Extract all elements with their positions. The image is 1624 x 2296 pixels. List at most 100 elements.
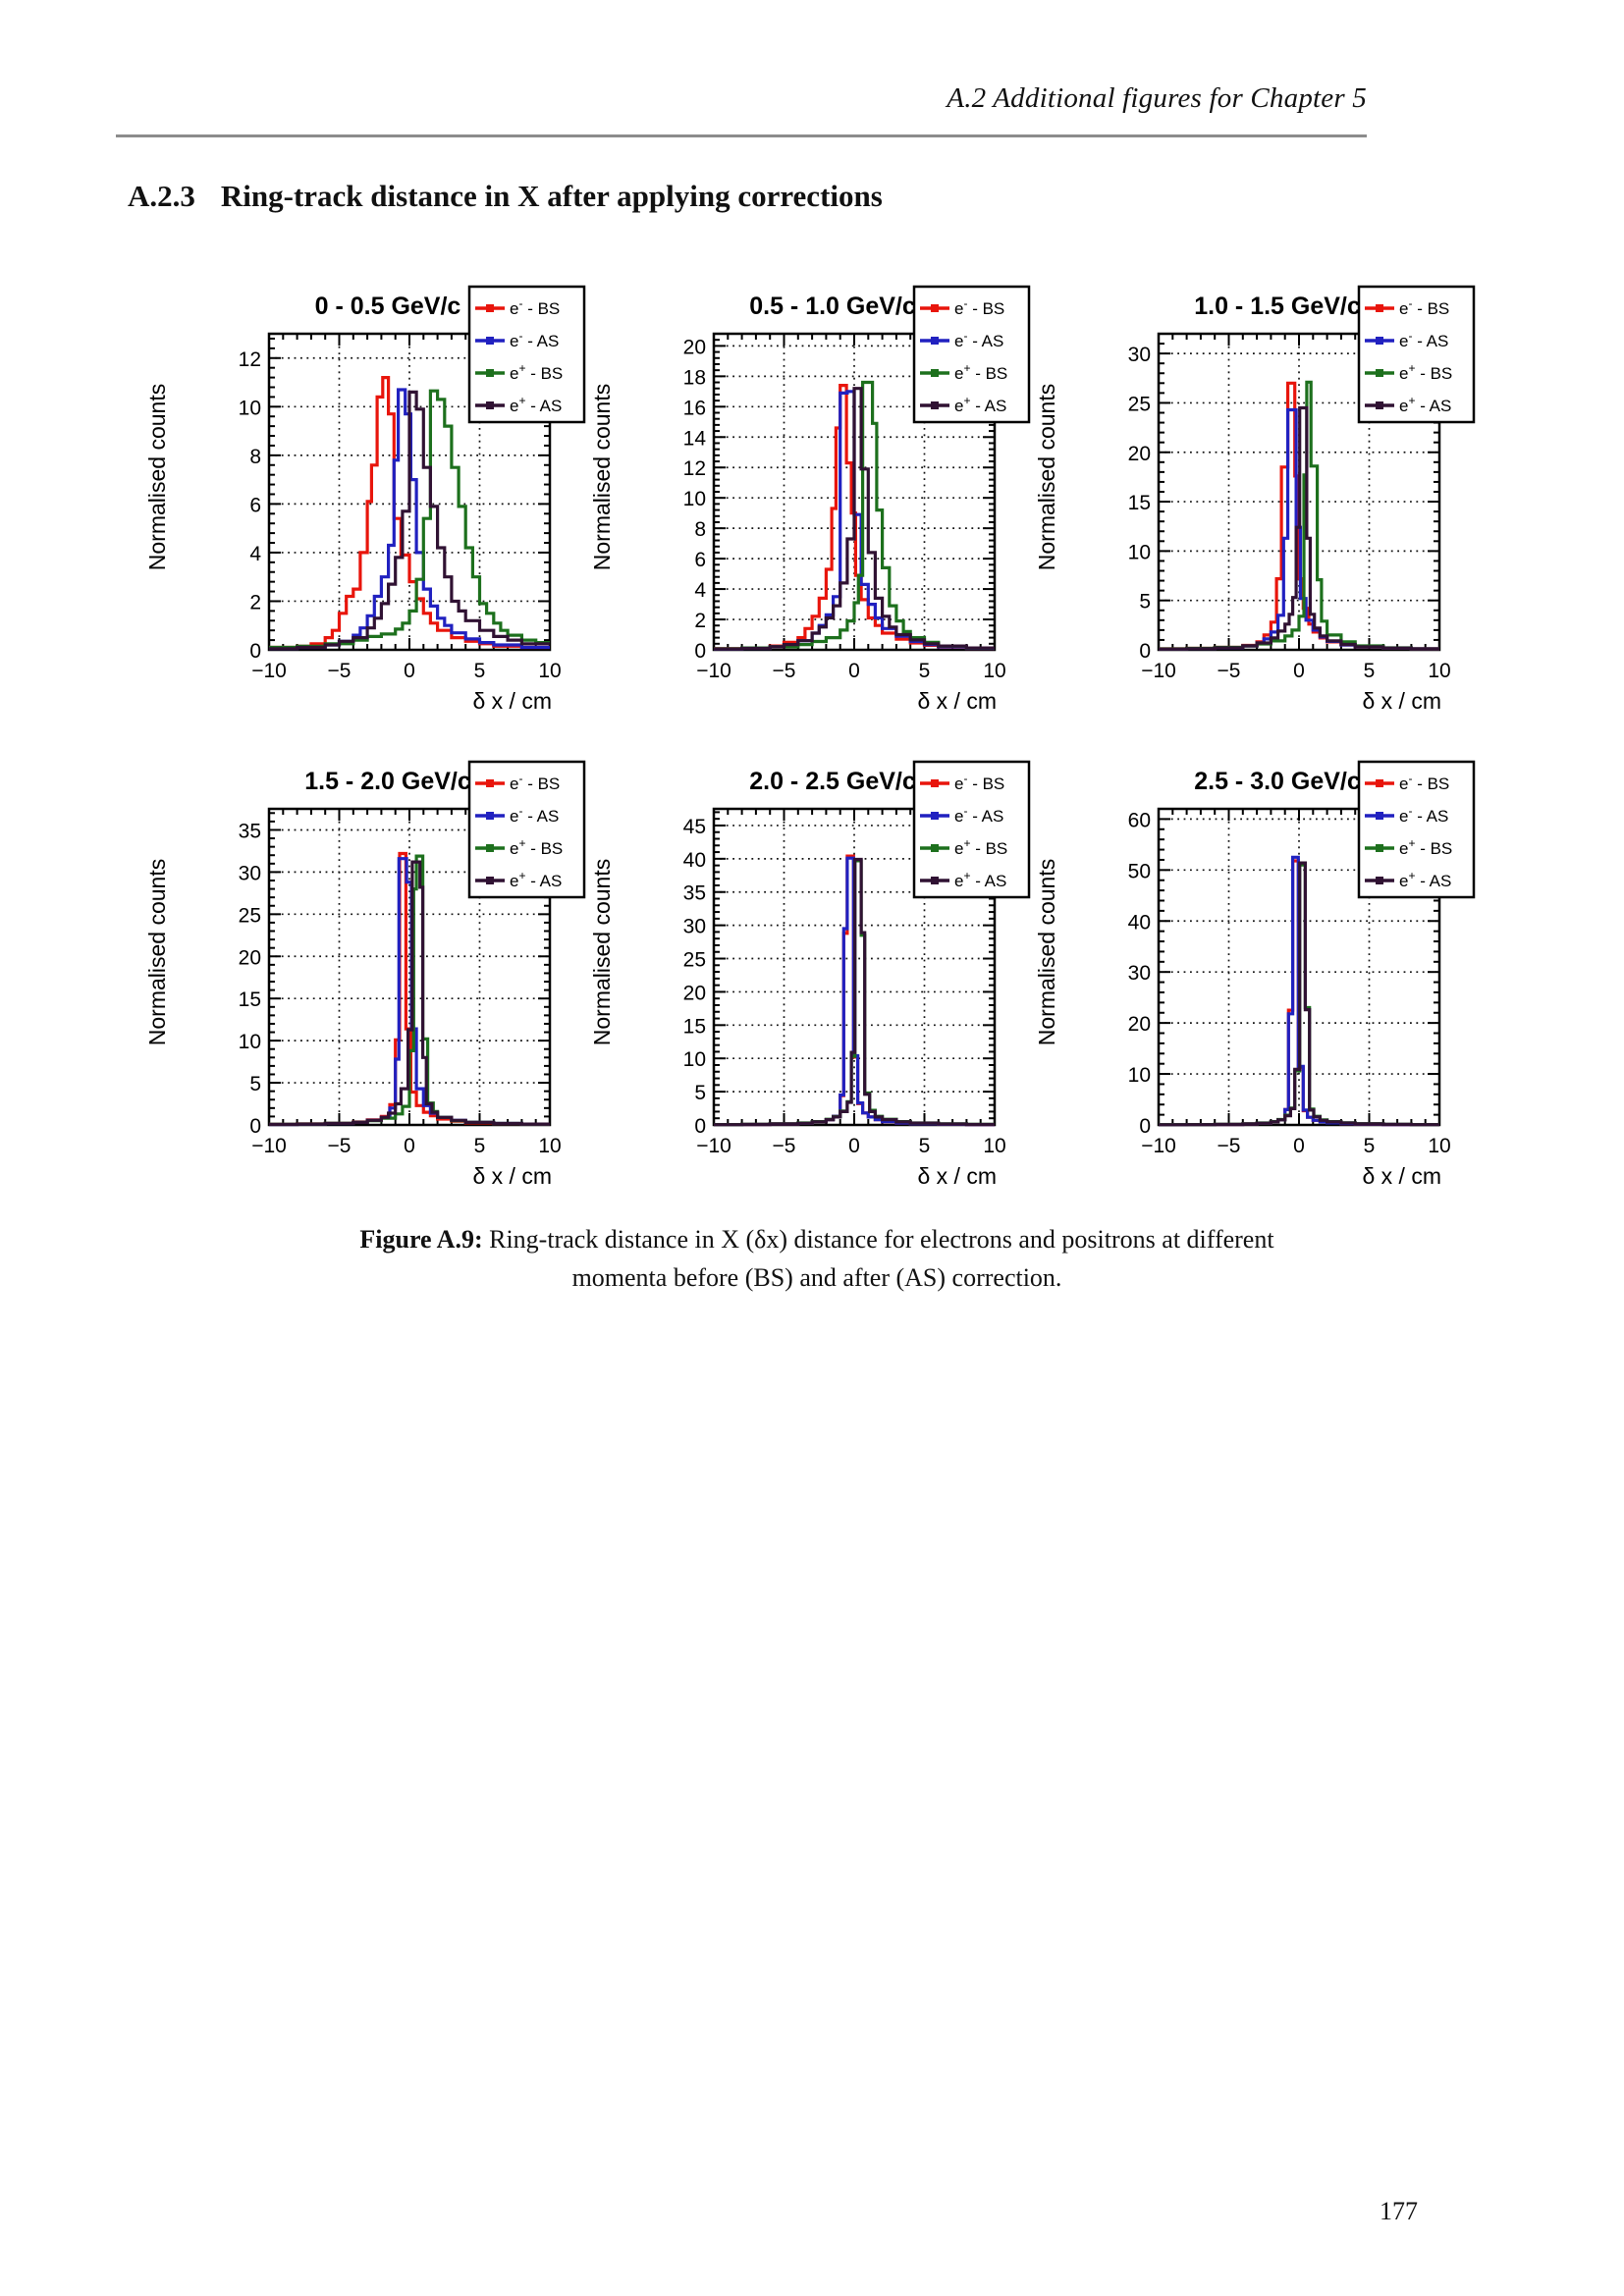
y-tick-label: 6 bbox=[694, 549, 706, 571]
y-tick-label: 10 bbox=[1128, 1064, 1151, 1087]
y-tick-label: 14 bbox=[683, 427, 707, 450]
legend-label-e-plus-as: e+ - AS bbox=[954, 869, 1006, 890]
y-tick-label: 10 bbox=[239, 397, 261, 419]
legend-marker-e-plus-bs bbox=[1376, 369, 1383, 377]
y-tick-label: 5 bbox=[249, 1073, 261, 1095]
plot-frame bbox=[1157, 332, 1441, 652]
x-tick-label: 0 bbox=[848, 660, 860, 682]
section-heading: A.2.3 Ring-track distance in X after appl… bbox=[128, 179, 883, 214]
legend-label-e-plus-as: e+ - AS bbox=[1399, 869, 1451, 890]
x-tick-label: −5 bbox=[328, 660, 352, 682]
y-tick-label: 10 bbox=[1128, 541, 1151, 563]
plot-title: 1.0 - 1.5 GeV/c bbox=[1194, 293, 1361, 320]
legend-label-e-minus-as: e- - AS bbox=[954, 804, 1003, 826]
legend-label-e-minus-bs: e- - BS bbox=[954, 772, 1004, 793]
legend: e- - BS e- - AS e+ - BS e+ - AS bbox=[467, 760, 586, 899]
y-tick-label: 4 bbox=[249, 543, 261, 565]
legend-marker-e-minus-bs bbox=[931, 304, 939, 312]
x-axis-label: δ x / cm bbox=[1362, 1163, 1441, 1189]
y-tick-label: 35 bbox=[683, 882, 706, 905]
legend-marker-e-minus-bs bbox=[486, 304, 494, 312]
x-tick-label: 10 bbox=[983, 1135, 1005, 1157]
y-tick-label: 35 bbox=[239, 820, 261, 842]
legend-label-e-minus-as: e- - AS bbox=[510, 804, 559, 826]
y-tick-label: 16 bbox=[683, 397, 706, 419]
y-tick-label: 50 bbox=[1128, 860, 1151, 882]
x-tick-label: −10 bbox=[1141, 660, 1176, 682]
legend: e- - BS e- - AS e+ - BS e+ - AS bbox=[467, 285, 586, 424]
running-header: A.2 Additional figures for Chapter 5 bbox=[947, 82, 1367, 114]
y-tick-label: 4 bbox=[694, 579, 706, 602]
legend: e- - BS e- - AS e+ - BS e+ - AS bbox=[1357, 760, 1476, 899]
y-axis-label: Normalised counts bbox=[1034, 859, 1059, 1045]
y-tick-label: 0 bbox=[249, 1115, 261, 1138]
x-tick-label: −10 bbox=[696, 660, 731, 682]
x-tick-label: −5 bbox=[773, 1135, 796, 1157]
legend-label-e-minus-bs: e- - BS bbox=[510, 296, 560, 318]
legend-marker-e-minus-as bbox=[486, 337, 494, 345]
caption-line-2: momenta before (BS) and after (AS) corre… bbox=[571, 1263, 1062, 1292]
plot-title: 2.5 - 3.0 GeV/c bbox=[1194, 768, 1361, 795]
series-e-plus-as bbox=[269, 390, 550, 651]
x-axis-label: δ x / cm bbox=[917, 688, 997, 714]
plot-title: 2.0 - 2.5 GeV/c bbox=[749, 768, 916, 795]
y-tick-label: 0 bbox=[1139, 640, 1151, 663]
legend-marker-e-plus-as bbox=[931, 877, 939, 884]
legend: e- - BS e- - AS e+ - BS e+ - AS bbox=[912, 285, 1031, 424]
y-axis-label: Normalised counts bbox=[144, 859, 170, 1045]
legend-marker-e-plus-as bbox=[1376, 877, 1383, 884]
y-tick-label: 45 bbox=[683, 816, 706, 838]
y-tick-label: 30 bbox=[239, 862, 261, 884]
header-rule bbox=[116, 134, 1367, 137]
y-tick-label: 0 bbox=[249, 640, 261, 663]
legend-marker-e-minus-as bbox=[931, 812, 939, 820]
y-tick-label: 5 bbox=[1139, 591, 1151, 614]
legend-label-e-minus-as: e- - AS bbox=[1399, 329, 1448, 350]
legend-label-e-minus-bs: e- - BS bbox=[510, 772, 560, 793]
y-tick-label: 15 bbox=[239, 988, 261, 1011]
caption-line-1: Figure A.9: Ring-track distance in X (δx… bbox=[243, 1220, 1391, 1258]
series-e-plus-bs bbox=[269, 389, 550, 650]
series-e-plus-as bbox=[1159, 405, 1439, 651]
plot-title: 0.5 - 1.0 GeV/c bbox=[749, 293, 916, 320]
plot-6: −10 −5 0 5 10 0 10 20 30 40 50 60 Normalised counts δ… bbox=[1025, 732, 1476, 1201]
x-tick-label: 10 bbox=[983, 660, 1005, 682]
section-number: A.2.3 bbox=[128, 179, 195, 213]
x-axis-label: δ x / cm bbox=[1362, 688, 1441, 714]
y-tick-label: 12 bbox=[683, 457, 706, 480]
legend-box bbox=[1357, 760, 1476, 899]
legend-label-e-plus-as: e+ - AS bbox=[510, 869, 562, 890]
series-e-plus-as bbox=[714, 857, 995, 1127]
plot-canvas-4: −10 −5 0 5 10 0 5 10 15 20 25 30 35 Normalised counts… bbox=[144, 760, 586, 1189]
series-e-plus-as bbox=[269, 860, 550, 1127]
y-axis-label: Normalised counts bbox=[144, 384, 170, 570]
x-tick-label: 5 bbox=[474, 1135, 486, 1157]
plot-canvas-5: −10 −5 0 5 10 0 5 10 15 20 25 30 35 40 45 Normalised co… bbox=[589, 760, 1031, 1189]
x-tick-label: 10 bbox=[538, 1135, 561, 1157]
plot-frame bbox=[712, 332, 997, 652]
series-e-minus-bs bbox=[269, 376, 550, 650]
legend-marker-e-minus-bs bbox=[1376, 779, 1383, 787]
legend-marker-e-plus-bs bbox=[1376, 844, 1383, 852]
y-tick-label: 30 bbox=[1128, 962, 1151, 985]
plot-canvas-6: −10 −5 0 5 10 0 10 20 30 40 50 60 Normalised counts δ… bbox=[1034, 760, 1476, 1189]
y-tick-label: 5 bbox=[694, 1082, 706, 1104]
legend-label-e-minus-as: e- - AS bbox=[954, 329, 1003, 350]
plot-title: 0 - 0.5 GeV/c bbox=[315, 293, 461, 320]
legend-label-e-minus-bs: e- - BS bbox=[954, 296, 1004, 318]
x-tick-label: 10 bbox=[1428, 660, 1450, 682]
y-tick-label: 0 bbox=[694, 1115, 706, 1138]
x-tick-label: −10 bbox=[251, 1135, 287, 1157]
y-tick-label: 20 bbox=[683, 982, 706, 1004]
y-tick-label: 20 bbox=[1128, 443, 1151, 465]
y-tick-label: 2 bbox=[249, 591, 261, 614]
section-title: Ring-track distance in X after applying … bbox=[220, 179, 883, 213]
y-tick-label: 40 bbox=[1128, 911, 1151, 934]
legend-marker-e-minus-as bbox=[1376, 337, 1383, 345]
plot-frame bbox=[267, 807, 552, 1127]
legend-label-e-plus-bs: e+ - BS bbox=[1399, 836, 1452, 858]
x-tick-label: 0 bbox=[1293, 1135, 1305, 1157]
legend-marker-e-plus-bs bbox=[486, 844, 494, 852]
x-axis-label: δ x / cm bbox=[472, 1163, 552, 1189]
